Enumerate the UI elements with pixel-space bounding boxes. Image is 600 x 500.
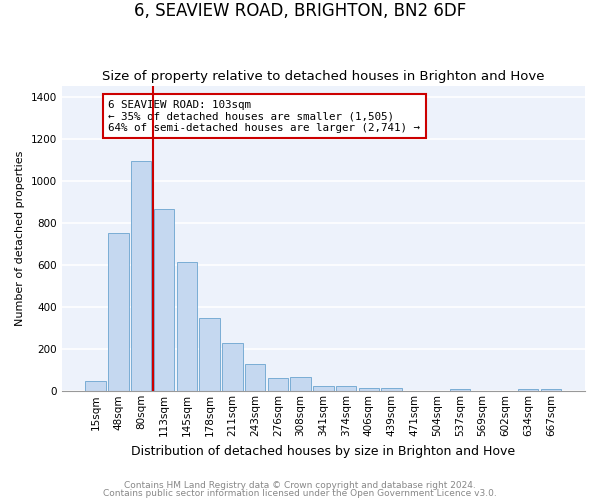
Text: Contains public sector information licensed under the Open Government Licence v3: Contains public sector information licen… (103, 488, 497, 498)
Text: 6, SEAVIEW ROAD, BRIGHTON, BN2 6DF: 6, SEAVIEW ROAD, BRIGHTON, BN2 6DF (134, 2, 466, 21)
Bar (131, 161, 151, 392)
Bar (313, 386, 334, 392)
Bar (176, 262, 197, 392)
Bar (336, 386, 356, 392)
X-axis label: Distribution of detached houses by size in Brighton and Hove: Distribution of detached houses by size … (131, 444, 515, 458)
Text: Contains HM Land Registry data © Crown copyright and database right 2024.: Contains HM Land Registry data © Crown c… (124, 481, 476, 490)
Bar (290, 377, 311, 392)
Bar (108, 234, 129, 392)
Bar (268, 378, 288, 392)
Text: 6 SEAVIEW ROAD: 103sqm
← 35% of detached houses are smaller (1,505)
64% of semi-: 6 SEAVIEW ROAD: 103sqm ← 35% of detached… (108, 100, 420, 133)
Bar (541, 389, 561, 392)
Bar (449, 389, 470, 392)
Bar (518, 389, 538, 392)
Bar (382, 388, 402, 392)
Bar (245, 364, 265, 392)
Bar (199, 318, 220, 392)
Bar (359, 388, 379, 392)
Bar (85, 380, 106, 392)
Bar (222, 344, 242, 392)
Y-axis label: Number of detached properties: Number of detached properties (15, 151, 25, 326)
Title: Size of property relative to detached houses in Brighton and Hove: Size of property relative to detached ho… (102, 70, 545, 84)
Bar (154, 208, 174, 392)
